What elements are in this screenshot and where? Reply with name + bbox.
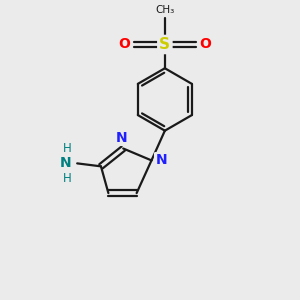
Text: N: N: [60, 156, 71, 170]
Text: O: O: [200, 38, 211, 52]
Text: N: N: [116, 131, 128, 145]
Text: H: H: [62, 172, 71, 185]
Text: H: H: [62, 142, 71, 155]
Text: CH₃: CH₃: [155, 5, 175, 15]
Text: S: S: [159, 37, 170, 52]
Text: N: N: [155, 153, 167, 167]
Text: O: O: [118, 38, 130, 52]
